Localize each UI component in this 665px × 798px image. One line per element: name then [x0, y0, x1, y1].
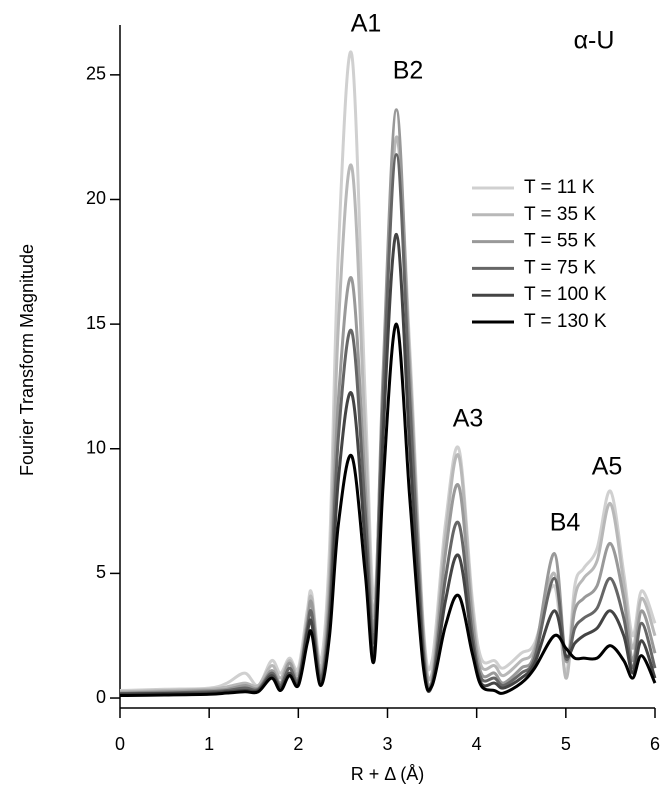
- y-tick-label: 0: [96, 687, 106, 707]
- x-tick-label: 1: [204, 734, 214, 754]
- y-tick-label: 25: [86, 64, 106, 84]
- x-tick-label: 5: [561, 734, 571, 754]
- x-tick-label: 3: [382, 734, 392, 754]
- legend-label: T = 75 K: [524, 257, 596, 278]
- annotation: α-U: [574, 27, 615, 55]
- legend-label: T = 55 K: [524, 231, 596, 252]
- x-tick-label: 0: [115, 734, 125, 754]
- annotation: A1: [351, 10, 382, 38]
- y-axis-label: Fourier Transform Magnitude: [17, 244, 37, 476]
- annotation: A5: [592, 453, 623, 481]
- x-tick-label: 4: [472, 734, 482, 754]
- series-line: [119, 153, 657, 696]
- y-tick-label: 20: [86, 188, 106, 208]
- annotation: B2: [393, 57, 424, 85]
- legend-label: T = 130 K: [524, 311, 607, 332]
- y-tick-label: 5: [96, 562, 106, 582]
- series-line: [119, 322, 657, 698]
- series-line: [119, 108, 657, 695]
- x-tick-label: 6: [650, 734, 660, 754]
- y-tick-label: 10: [86, 438, 106, 458]
- x-tick-label: 2: [293, 734, 303, 754]
- y-tick-label: 15: [86, 313, 106, 333]
- x-axis-label: R + Δ (Å): [351, 764, 425, 784]
- legend-label: T = 100 K: [524, 284, 607, 305]
- annotation: B4: [550, 509, 581, 537]
- legend-label: T = 11 K: [524, 177, 595, 198]
- legend-label: T = 35 K: [524, 204, 596, 225]
- annotation: A3: [453, 405, 484, 433]
